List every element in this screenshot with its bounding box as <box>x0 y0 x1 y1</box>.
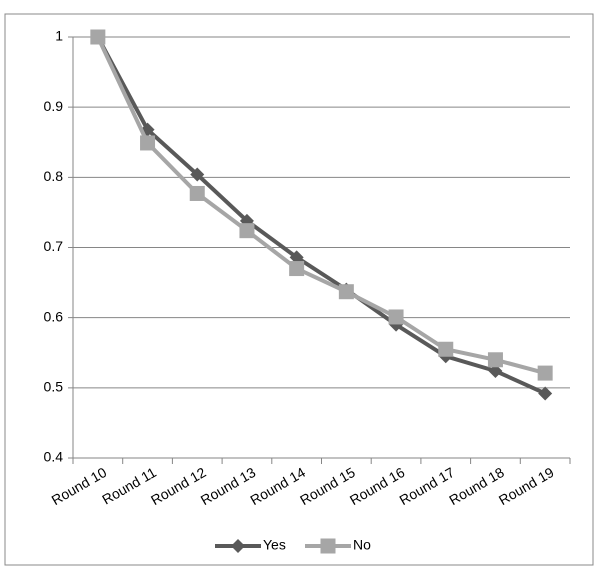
series-line <box>96 36 546 396</box>
data-point <box>289 261 305 277</box>
y-tick-label: 0.8 <box>44 168 64 184</box>
series-line <box>96 36 546 376</box>
data-point <box>538 386 553 401</box>
legend-label: Yes <box>263 537 286 553</box>
data-point <box>90 29 106 45</box>
data-point <box>189 185 205 201</box>
y-tick-label: 1 <box>55 28 63 44</box>
data-point <box>388 309 404 325</box>
data-point <box>338 284 354 300</box>
y-tick-label: 0.9 <box>44 98 64 114</box>
y-tick-label: 0.7 <box>44 238 64 254</box>
y-tick-label: 0.6 <box>44 308 64 324</box>
legend-marker <box>231 539 245 553</box>
y-tick-label: 0.4 <box>44 449 64 465</box>
y-tick-label: 0.5 <box>44 379 64 395</box>
data-point <box>438 341 454 357</box>
legend-label: No <box>353 537 371 553</box>
data-point <box>289 250 304 265</box>
data-point <box>190 167 205 182</box>
data-point <box>487 352 503 368</box>
chart-border <box>4 13 594 566</box>
data-point <box>488 363 503 378</box>
data-point <box>537 365 553 381</box>
data-point <box>140 135 156 151</box>
legend-marker <box>320 538 336 554</box>
data-point <box>239 223 255 239</box>
